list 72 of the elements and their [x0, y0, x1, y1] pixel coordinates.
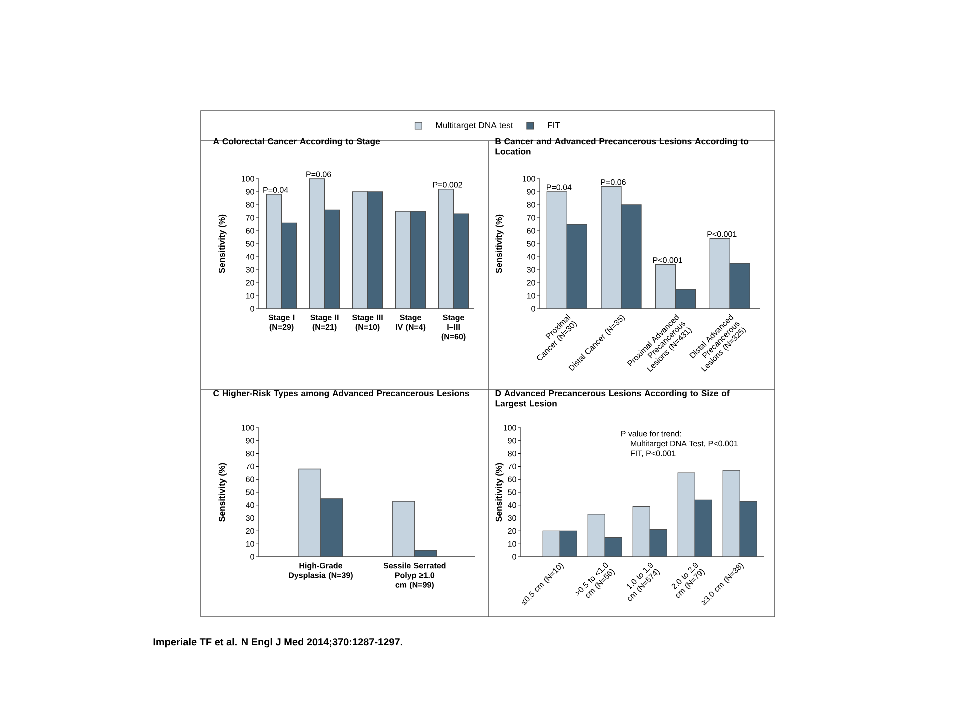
x-tick-label: Stage I (N=29) — [268, 314, 295, 332]
y-tick-label: 70 — [246, 464, 254, 470]
annotation: P=0.002 — [433, 182, 462, 188]
y-tick-label: 40 — [508, 502, 516, 508]
x-tick-label: Stage II (N=21) — [310, 314, 339, 332]
y-tick-label: 100 — [504, 425, 516, 431]
y-tick-label: 50 — [508, 490, 516, 496]
x-tick-label: Stage III (N=10) — [352, 314, 383, 332]
y-tick-label: 20 — [527, 280, 536, 286]
y-axis-title: Sensitivity (%) — [218, 214, 227, 274]
y-tick-label: 50 — [527, 241, 536, 247]
y-tick-label: 100 — [522, 176, 536, 182]
y-tick-label: 90 — [527, 189, 536, 195]
y-tick-label: 70 — [246, 215, 254, 221]
y-tick-label: 80 — [527, 202, 536, 208]
annotation: P=0.06 — [601, 180, 626, 186]
y-tick-label: 30 — [508, 515, 516, 522]
y-tick-label: 70 — [527, 215, 536, 221]
y-tick-label: 0 — [532, 306, 536, 312]
y-tick-label: 20 — [508, 528, 516, 534]
annotation: FIT, P<0.001 — [631, 450, 676, 458]
y-tick-label: 70 — [508, 464, 516, 470]
y-tick-label: 0 — [250, 554, 254, 560]
y-tick-label: 50 — [246, 490, 254, 496]
legend-label: Multitarget DNA test — [436, 122, 514, 130]
x-tick-label: Stage IV (N=4) — [396, 314, 426, 332]
y-tick-label: 40 — [246, 254, 254, 260]
chart-title: D Advanced Precancerous Lesions According to Size of Largest Lesion — [496, 390, 730, 408]
y-tick-label: 60 — [527, 228, 536, 234]
annotation: P=0.04 — [264, 187, 288, 193]
y-tick-label: 80 — [246, 450, 254, 457]
y-tick-label: 60 — [508, 476, 516, 482]
y-tick-label: 50 — [246, 241, 254, 247]
y-tick-label: 10 — [246, 541, 254, 547]
y-tick-label: 40 — [246, 502, 254, 508]
annotation: P=0.06 — [306, 172, 332, 178]
annotation: Multitarget DNA Test, P<0.001 — [631, 440, 738, 448]
y-tick-label: 100 — [242, 176, 254, 182]
y-tick-label: 90 — [508, 438, 516, 444]
y-tick-label: 60 — [246, 476, 254, 482]
y-tick-label: 30 — [527, 267, 536, 273]
y-tick-label: 90 — [246, 189, 254, 195]
y-tick-label: 10 — [527, 293, 536, 299]
x-tick-label: High-Grade Dysplasia (N=39) — [289, 562, 353, 580]
y-axis-title: Sensitivity (%) — [218, 463, 227, 522]
y-tick-label: 30 — [246, 267, 254, 273]
y-axis-title: Sensitivity (%) — [496, 463, 504, 522]
y-tick-label: 90 — [246, 438, 254, 444]
y-tick-label: 80 — [508, 450, 516, 457]
y-tick-label: 0 — [512, 554, 516, 560]
y-tick-label: 10 — [508, 541, 516, 547]
y-tick-label: 80 — [246, 202, 254, 208]
y-tick-label: 40 — [527, 254, 536, 260]
y-tick-label: 30 — [246, 515, 254, 522]
x-tick-label: Stage I–III (N=60) — [442, 314, 466, 342]
y-tick-label: 20 — [246, 280, 254, 286]
y-tick-label: 0 — [250, 306, 254, 312]
annotation: P<0.001 — [653, 258, 682, 264]
y-axis-title: Sensitivity (%) — [496, 214, 504, 274]
annotation: P=0.04 — [547, 184, 572, 190]
x-tick-label: Sessile Serrated Polyp ≥1.0 cm (N=99) — [384, 562, 446, 590]
y-tick-label: 20 — [246, 528, 254, 534]
text: Imperiale TF et al. N Engl J Med 2014;370:1287-1297. — [154, 638, 402, 648]
y-tick-label: 100 — [242, 425, 254, 431]
y-tick-label: 60 — [246, 228, 254, 234]
legend-label: FIT — [548, 122, 560, 128]
y-tick-label: 10 — [246, 293, 254, 299]
chart-title: A Colorectal Cancer According to Stage — [213, 138, 380, 146]
chart-title: B Cancer and Advanced Precancerous Lesions According to Location — [496, 138, 749, 155]
annotation: P value for trend: — [622, 430, 682, 437]
annotation: P<0.001 — [708, 232, 737, 238]
chart-title: C Higher-Risk Types among Advanced Precancerous Lesions — [214, 390, 470, 398]
